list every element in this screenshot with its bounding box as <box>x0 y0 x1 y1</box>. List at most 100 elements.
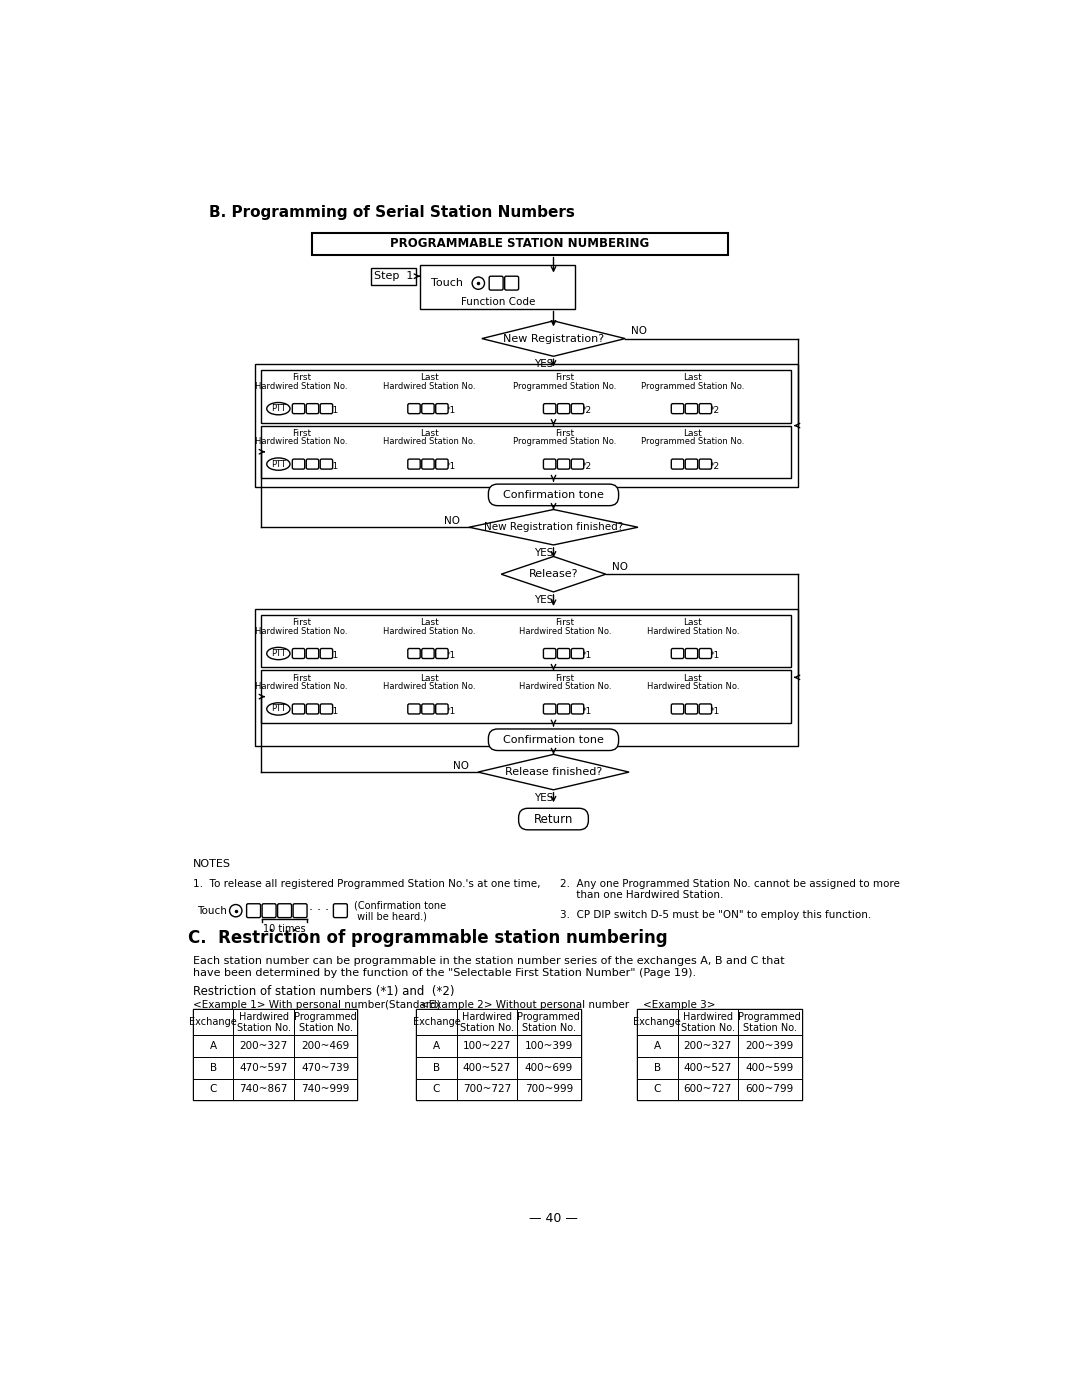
FancyBboxPatch shape <box>637 1035 677 1058</box>
FancyBboxPatch shape <box>517 1058 581 1078</box>
Text: Exchange: Exchange <box>413 1017 460 1027</box>
FancyBboxPatch shape <box>278 904 292 918</box>
Text: NOTES: NOTES <box>193 859 231 869</box>
Text: 8: 8 <box>249 904 257 918</box>
Text: YES: YES <box>535 548 554 557</box>
FancyBboxPatch shape <box>193 1009 357 1099</box>
FancyBboxPatch shape <box>557 704 570 714</box>
FancyBboxPatch shape <box>637 1058 677 1078</box>
FancyBboxPatch shape <box>571 648 583 658</box>
FancyBboxPatch shape <box>517 1009 581 1035</box>
Text: have been determined by the function of the "Selectable First Station Number" (P: have been determined by the function of … <box>193 968 697 978</box>
FancyBboxPatch shape <box>255 609 798 746</box>
Text: 2.  Any one Programmed Station No. cannot be assigned to more: 2. Any one Programmed Station No. cannot… <box>559 879 900 888</box>
FancyBboxPatch shape <box>408 648 420 658</box>
Text: Release finished?: Release finished? <box>504 767 603 777</box>
Text: Hardwired Station No.: Hardwired Station No. <box>255 627 348 636</box>
Text: 600~799: 600~799 <box>745 1084 794 1094</box>
Text: Programmed
Station No.: Programmed Station No. <box>517 1011 580 1034</box>
Text: 740~867: 740~867 <box>240 1084 288 1094</box>
FancyBboxPatch shape <box>372 268 416 285</box>
Text: 740~999: 740~999 <box>301 1084 350 1094</box>
FancyBboxPatch shape <box>293 904 307 918</box>
Text: *1: *1 <box>710 651 720 661</box>
FancyBboxPatch shape <box>261 671 792 722</box>
Text: PTT: PTT <box>271 704 286 714</box>
Text: Touch: Touch <box>197 905 227 915</box>
Text: C: C <box>210 1084 217 1094</box>
FancyBboxPatch shape <box>307 404 319 414</box>
Text: YES: YES <box>535 359 554 369</box>
FancyBboxPatch shape <box>294 1058 357 1078</box>
Text: C: C <box>433 1084 441 1094</box>
FancyBboxPatch shape <box>416 1058 457 1078</box>
FancyBboxPatch shape <box>293 704 305 714</box>
FancyBboxPatch shape <box>307 648 319 658</box>
FancyBboxPatch shape <box>321 704 333 714</box>
FancyBboxPatch shape <box>435 648 448 658</box>
FancyBboxPatch shape <box>408 704 420 714</box>
FancyBboxPatch shape <box>488 485 619 506</box>
FancyBboxPatch shape <box>321 648 333 658</box>
Text: Touch: Touch <box>431 278 463 288</box>
Text: A: A <box>433 1041 440 1051</box>
FancyBboxPatch shape <box>685 404 698 414</box>
FancyBboxPatch shape <box>738 1009 801 1035</box>
Text: C.  Restriction of programmable station numbering: C. Restriction of programmable station n… <box>188 929 667 947</box>
Text: Programmed
Station No.: Programmed Station No. <box>294 1011 357 1034</box>
Text: Exchange: Exchange <box>634 1017 681 1027</box>
FancyBboxPatch shape <box>294 1035 357 1058</box>
Text: — 40 —: — 40 — <box>529 1213 578 1225</box>
FancyBboxPatch shape <box>672 704 684 714</box>
FancyBboxPatch shape <box>435 460 448 469</box>
Text: *1: *1 <box>329 707 339 715</box>
Text: 0: 0 <box>296 904 305 918</box>
Text: Programmed Station No.: Programmed Station No. <box>513 437 617 446</box>
Text: Hardwired Station No.: Hardwired Station No. <box>255 437 348 446</box>
FancyBboxPatch shape <box>637 1009 677 1035</box>
Text: Hardwired
Station No.: Hardwired Station No. <box>237 1011 291 1034</box>
FancyBboxPatch shape <box>457 1035 517 1058</box>
Text: 10 times: 10 times <box>264 925 306 935</box>
Text: Programmed Station No.: Programmed Station No. <box>513 381 617 391</box>
Text: First: First <box>555 429 575 437</box>
FancyBboxPatch shape <box>416 1009 581 1099</box>
Text: A: A <box>653 1041 661 1051</box>
Text: Hardwired
Station No.: Hardwired Station No. <box>680 1011 734 1034</box>
Text: YES: YES <box>535 792 554 802</box>
Text: PROGRAMMABLE STATION NUMBERING: PROGRAMMABLE STATION NUMBERING <box>390 237 649 250</box>
Text: *1: *1 <box>446 462 457 471</box>
FancyBboxPatch shape <box>543 460 556 469</box>
Text: 200~399: 200~399 <box>745 1041 794 1051</box>
Text: B. Programming of Serial Station Numbers: B. Programming of Serial Station Numbers <box>208 205 575 219</box>
FancyBboxPatch shape <box>416 1009 457 1035</box>
Text: B: B <box>653 1063 661 1073</box>
Text: 400~527: 400~527 <box>462 1063 511 1073</box>
Text: Last: Last <box>684 373 702 383</box>
FancyBboxPatch shape <box>672 404 684 414</box>
Text: Last: Last <box>420 373 438 383</box>
Text: *2: *2 <box>710 462 719 471</box>
Text: Exchange: Exchange <box>189 1017 238 1027</box>
Text: Confirmation tone: Confirmation tone <box>503 490 604 500</box>
FancyBboxPatch shape <box>420 265 576 309</box>
FancyBboxPatch shape <box>193 1058 233 1078</box>
FancyBboxPatch shape <box>517 1078 581 1099</box>
FancyBboxPatch shape <box>557 404 570 414</box>
FancyBboxPatch shape <box>435 404 448 414</box>
Polygon shape <box>478 754 629 789</box>
FancyBboxPatch shape <box>489 277 503 291</box>
Text: 100~399: 100~399 <box>525 1041 573 1051</box>
Text: Function Code: Function Code <box>460 298 535 307</box>
Text: First: First <box>555 619 575 627</box>
Text: 1.  To release all registered Programmed Station No.'s at one time,: 1. To release all registered Programmed … <box>193 879 541 888</box>
Text: Hardwired Station No.: Hardwired Station No. <box>383 627 476 636</box>
Text: will be heard.): will be heard.) <box>353 911 427 921</box>
Text: First: First <box>555 373 575 383</box>
Text: NO: NO <box>444 515 460 527</box>
Text: 700~727: 700~727 <box>462 1084 511 1094</box>
Text: First: First <box>292 619 311 627</box>
FancyBboxPatch shape <box>422 648 434 658</box>
Text: Each station number can be programmable in the station number series of the exch: Each station number can be programmable … <box>193 956 785 965</box>
FancyBboxPatch shape <box>294 1078 357 1099</box>
